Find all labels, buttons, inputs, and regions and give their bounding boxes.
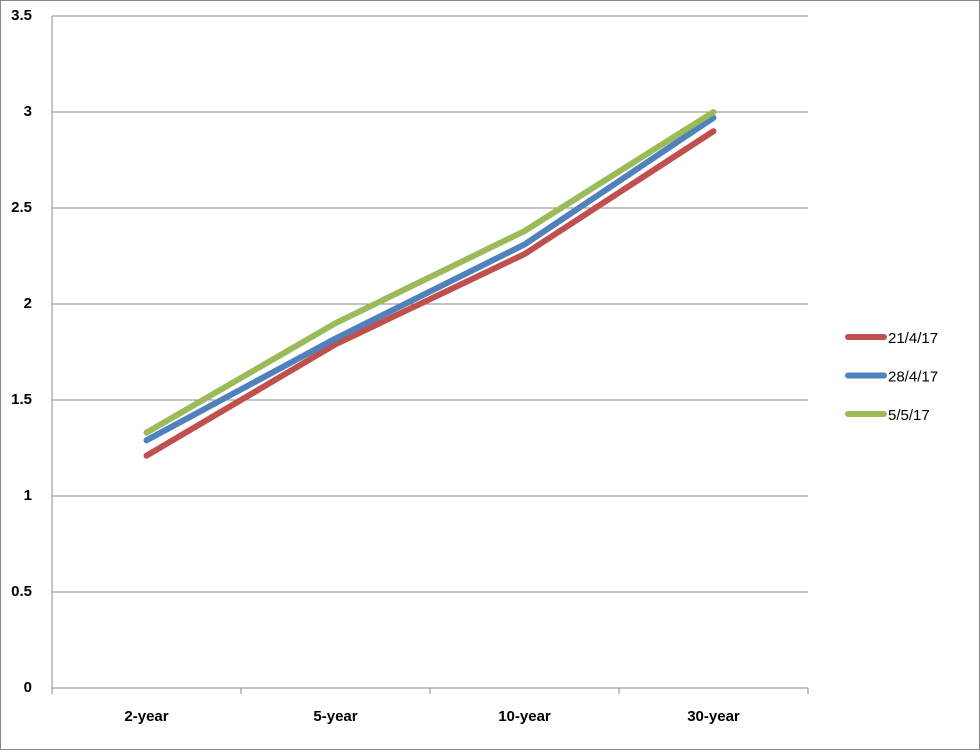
y-tick-label: 3 xyxy=(24,103,32,120)
legend-label: 28/4/17 xyxy=(888,368,938,385)
legend-label: 21/4/17 xyxy=(888,330,938,347)
series-line xyxy=(143,128,717,459)
y-tick-label: 0.5 xyxy=(11,583,32,600)
y-tick-label: 1.5 xyxy=(11,391,32,408)
y-tick-label: 0 xyxy=(24,679,32,696)
x-tick-label: 5-year xyxy=(313,708,357,725)
y-tick-label: 1 xyxy=(24,487,32,504)
y-tick-label: 2.5 xyxy=(11,199,32,216)
y-tick-label: 2 xyxy=(24,295,32,312)
series-line xyxy=(143,109,717,436)
x-tick-label: 10-year xyxy=(498,708,551,725)
series-line xyxy=(143,114,717,444)
y-tick-label: 3.5 xyxy=(11,7,32,24)
x-tick-label: 2-year xyxy=(124,708,168,725)
x-tick-label: 30-year xyxy=(687,708,740,725)
legend-label: 5/5/17 xyxy=(888,407,930,424)
